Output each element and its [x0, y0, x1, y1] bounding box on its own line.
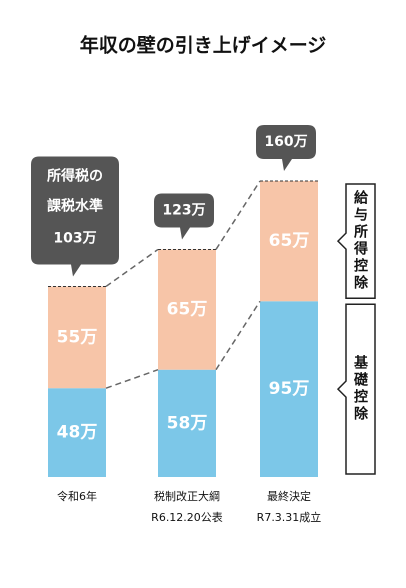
bar-segment	[48, 388, 106, 477]
bar-segment	[260, 301, 318, 477]
x-tick-label: 税制改正大綱	[154, 489, 220, 503]
bar-segment	[158, 249, 216, 370]
connector-dash	[105, 368, 159, 389]
connector-dash	[105, 248, 159, 288]
x-tick-label: 令和6年	[57, 489, 97, 503]
value-label: 55万	[57, 327, 98, 347]
x-tick-label: 最終決定	[267, 489, 311, 503]
value-label: 65万	[269, 231, 310, 251]
bar-segment	[158, 369, 216, 477]
callout-caption: 所得税の	[47, 167, 103, 184]
callout-box	[154, 193, 214, 240]
connector-dash	[215, 180, 261, 250]
chart-title: 年収の壁の引き上げイメージ	[80, 34, 327, 57]
callout-box	[31, 156, 119, 277]
callout-box	[256, 125, 316, 171]
legend-label: 給与所得控除	[352, 189, 369, 292]
callout-total: 103万	[53, 230, 96, 246]
x-tick-note: R7.3.31成立	[257, 510, 322, 524]
x-tick-note: R6.12.20公表	[151, 510, 223, 524]
value-label: 48万	[57, 423, 98, 443]
connector-dash	[215, 300, 261, 371]
bar-segment	[260, 181, 318, 302]
legend-bracket	[336, 303, 376, 475]
value-label: 65万	[167, 300, 208, 320]
callout-total: 160万	[264, 134, 307, 150]
legend-label: 基礎控除	[352, 354, 369, 423]
callout-total: 123万	[162, 202, 205, 218]
value-label: 95万	[269, 379, 310, 399]
bar-segment	[48, 286, 106, 389]
value-label: 58万	[167, 413, 208, 433]
callout-caption: 課税水準	[47, 197, 103, 214]
legend-bracket	[336, 183, 376, 299]
